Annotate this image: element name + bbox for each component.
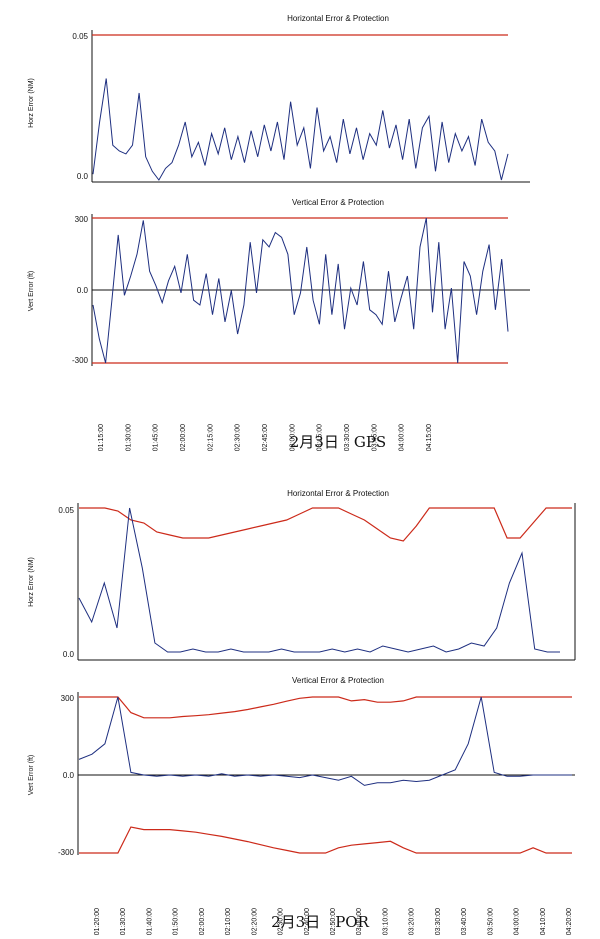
y-tick-label: -300: [72, 356, 89, 365]
x-tick-label: 01:15:00: [98, 424, 105, 451]
upper-protection-line: [79, 696, 572, 719]
chart-title: Horizontal Error & Protection: [287, 14, 389, 23]
x-tick-label: 03:50:00: [487, 908, 494, 935]
y-axis-label: Vert Error (ft): [28, 755, 35, 795]
error-series-line: [92, 78, 509, 181]
error-series-line: [78, 696, 572, 786]
x-tick-label: 04:10:00: [540, 908, 547, 935]
y-tick-label: 0.05: [58, 506, 74, 515]
x-tick-label: 03:30:00: [435, 908, 442, 935]
x-tick-label: 01:40:00: [146, 908, 153, 935]
error-series-line: [92, 217, 509, 364]
x-tick-label: 02:40:00: [304, 908, 311, 935]
error-series-line: [78, 507, 560, 653]
y-tick-label: 300: [61, 694, 75, 703]
y-tick-label: 0.0: [77, 286, 89, 295]
lower-protection-line: [79, 826, 572, 854]
y-tick-label: 300: [75, 215, 89, 224]
x-tick-labels: 01:15:00 01:30:00 01:45:00 02:00:00 02:15:00…: [98, 424, 433, 451]
x-tick-label: 01:45:00: [153, 424, 160, 451]
gps-caption: 2月3日 GPS: [290, 433, 386, 451]
y-tick-label: 0.0: [63, 650, 75, 659]
x-tick-label: 03:20:00: [409, 908, 416, 935]
gps-horizontal-chart: Horizontal Error & Protection Horz Error…: [28, 14, 530, 183]
y-tick-label: 0.05: [72, 32, 88, 41]
y-axis-label: Horz Error (NM): [28, 78, 35, 128]
x-tick-label: 04:15:00: [426, 424, 433, 451]
x-tick-label: 03:30:00: [344, 424, 351, 451]
por-caption: 2月3日 POR: [271, 913, 369, 931]
x-tick-label: 03:15:00: [317, 424, 324, 451]
chart-title: Vertical Error & Protection: [292, 676, 384, 685]
x-tick-label: 04:00:00: [399, 424, 406, 451]
x-tick-label: 03:10:00: [382, 908, 389, 935]
y-axis-label: Vert Error (ft): [28, 271, 35, 311]
x-tick-label: 02:30:00: [278, 908, 285, 935]
y-axis-label: Horz Error (NM): [28, 557, 35, 607]
x-tick-label: 02:45:00: [262, 424, 269, 451]
x-tick-label: 04:20:00: [566, 908, 573, 935]
x-tick-label: 03:00:00: [289, 424, 296, 451]
protection-series-line: [79, 507, 572, 542]
x-tick-label: 02:15:00: [207, 424, 214, 451]
por-vertical-chart: Vertical Error & Protection Vert Error (…: [28, 676, 575, 935]
x-tick-label: 04:00:00: [514, 908, 521, 935]
y-tick-label: -300: [58, 848, 75, 857]
gps-vertical-chart: Vertical Error & Protection Vert Error (…: [28, 198, 530, 451]
y-tick-label: 0.0: [77, 172, 89, 181]
x-tick-label: 01:30:00: [125, 424, 132, 451]
x-tick-label: 02:50:00: [330, 908, 337, 935]
x-tick-label: 02:20:00: [251, 908, 258, 935]
por-horizontal-chart: Horizontal Error & Protection Horz Error…: [28, 489, 576, 661]
chart-title: Horizontal Error & Protection: [287, 489, 389, 498]
chart-title: Vertical Error & Protection: [292, 198, 384, 207]
x-tick-label: 01:50:00: [173, 908, 180, 935]
x-tick-label: 01:30:00: [120, 908, 127, 935]
y-tick-label: 0.0: [63, 771, 75, 780]
x-tick-label: 02:10:00: [225, 908, 232, 935]
x-tick-label: 02:30:00: [235, 424, 242, 451]
x-tick-label: 03:40:00: [461, 908, 468, 935]
x-tick-labels: 01:20:00 01:30:00 01:40:00 01:50:00 02:00:00…: [94, 908, 573, 935]
x-tick-label: 03:00:00: [356, 908, 363, 935]
x-tick-label: 03:45:00: [371, 424, 378, 451]
x-tick-label: 02:00:00: [199, 908, 206, 935]
x-tick-label: 01:20:00: [94, 908, 101, 935]
x-tick-label: 02:00:00: [180, 424, 187, 451]
